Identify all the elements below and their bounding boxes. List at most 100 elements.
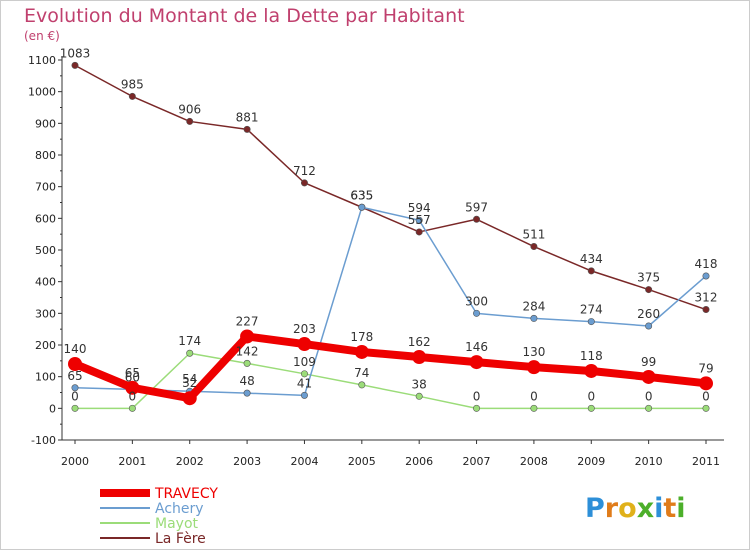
data-label-la-f-re: 597 bbox=[465, 200, 488, 214]
data-label-travecy: 146 bbox=[465, 340, 488, 354]
logo-letter: i bbox=[676, 493, 685, 524]
series-line-travecy bbox=[71, 332, 710, 403]
data-point-travecy bbox=[641, 369, 656, 384]
data-point-travecy bbox=[699, 376, 713, 391]
data-label-mayot: 0 bbox=[530, 389, 538, 403]
x-tick-label: 2008 bbox=[520, 455, 548, 468]
chart-unit: (en €) bbox=[24, 29, 60, 43]
data-label-achery: 65 bbox=[67, 369, 82, 383]
data-point-travecy bbox=[125, 380, 140, 395]
data-point-achery bbox=[473, 309, 481, 317]
data-point-la-f-re bbox=[243, 125, 251, 133]
data-label-la-f-re: 511 bbox=[522, 228, 545, 242]
x-tick-label: 2011 bbox=[692, 455, 720, 468]
data-label-travecy: 99 bbox=[641, 355, 656, 369]
data-label-achery: 260 bbox=[637, 307, 660, 321]
y-tick-label: 0 bbox=[49, 402, 56, 415]
data-label-la-f-re: 434 bbox=[580, 252, 603, 266]
y-tick-label: 1000 bbox=[28, 86, 56, 99]
logo-letter: x bbox=[637, 493, 654, 524]
data-label-travecy: 79 bbox=[698, 361, 713, 375]
data-point-la-f-re bbox=[645, 286, 653, 294]
series-line-achery bbox=[74, 206, 707, 397]
data-point-la-f-re bbox=[473, 215, 481, 223]
data-point-la-f-re bbox=[530, 243, 538, 251]
data-label-mayot: 0 bbox=[645, 389, 653, 403]
data-label-achery: 41 bbox=[297, 376, 312, 390]
data-label-achery: 48 bbox=[239, 374, 254, 388]
x-tick-label: 2001 bbox=[118, 455, 146, 468]
data-label-achery: 635 bbox=[350, 188, 373, 202]
data-point-travecy bbox=[68, 357, 82, 371]
data-point-mayot bbox=[243, 359, 251, 367]
x-tick-label: 2003 bbox=[233, 455, 261, 468]
data-label-la-f-re: 1083 bbox=[60, 46, 91, 60]
x-tick-label: 2010 bbox=[635, 455, 663, 468]
data-point-la-f-re bbox=[128, 92, 136, 100]
data-label-travecy: 130 bbox=[522, 345, 545, 359]
y-tick-label: 400 bbox=[35, 276, 56, 289]
x-tick-label: 2006 bbox=[405, 455, 433, 468]
x-tick-label: 2007 bbox=[463, 455, 491, 468]
chart-title: Evolution du Montant de la Dette par Hab… bbox=[24, 5, 465, 27]
data-point-la-f-re bbox=[71, 61, 79, 69]
axes: -100010020030040050060070080090010001100… bbox=[28, 54, 724, 468]
logo-letter: o bbox=[618, 493, 637, 524]
data-point-mayot bbox=[71, 404, 79, 412]
data-point-la-f-re bbox=[186, 117, 194, 125]
data-label-travecy: 65 bbox=[125, 366, 140, 380]
data-point-travecy bbox=[526, 360, 541, 375]
data-point-achery bbox=[587, 318, 595, 326]
y-tick-label: 500 bbox=[35, 244, 56, 257]
data-label-la-f-re: 985 bbox=[121, 77, 144, 91]
x-tick-label: 2002 bbox=[176, 455, 204, 468]
data-point-travecy bbox=[297, 337, 312, 352]
data-label-mayot: 174 bbox=[178, 334, 201, 348]
y-tick-label: -100 bbox=[31, 434, 56, 447]
y-tick-label: 900 bbox=[35, 117, 56, 130]
series-line-mayot bbox=[74, 352, 707, 410]
data-point-mayot bbox=[645, 404, 653, 412]
data-point-la-f-re bbox=[702, 306, 710, 314]
data-point-mayot bbox=[530, 404, 538, 412]
data-point-achery bbox=[300, 391, 308, 399]
data-point-travecy bbox=[469, 355, 484, 370]
data-point-achery bbox=[530, 314, 538, 322]
logo-text: Proxiti bbox=[585, 493, 686, 524]
logo-letter: r bbox=[605, 493, 619, 524]
x-tick-label: 2005 bbox=[348, 455, 376, 468]
x-tick-label: 2000 bbox=[61, 455, 89, 468]
data-point-achery bbox=[415, 216, 423, 224]
data-label-travecy: 140 bbox=[64, 342, 87, 356]
data-label-la-f-re: 375 bbox=[637, 271, 660, 285]
data-point-achery bbox=[71, 384, 79, 392]
data-point-mayot bbox=[300, 370, 308, 378]
data-label-achery: 418 bbox=[695, 257, 718, 271]
data-point-achery bbox=[645, 322, 653, 330]
proxiti-logo: Proxiti bbox=[585, 493, 686, 524]
logo-letter: i bbox=[654, 493, 663, 524]
data-point-la-f-re bbox=[587, 267, 595, 275]
data-label-mayot: 74 bbox=[354, 366, 369, 380]
data-point-travecy bbox=[354, 344, 369, 359]
data-label-mayot: 0 bbox=[71, 389, 79, 403]
data-point-mayot bbox=[473, 404, 481, 412]
data-label-la-f-re: 881 bbox=[236, 110, 259, 124]
data-label-achery: 284 bbox=[522, 299, 545, 313]
data-label-travecy: 178 bbox=[350, 330, 373, 344]
data-label-mayot: 109 bbox=[293, 355, 316, 369]
data-point-achery bbox=[243, 389, 251, 397]
data-point-mayot bbox=[587, 404, 595, 412]
data-label-achery: 60 bbox=[125, 370, 140, 384]
data-point-achery bbox=[702, 272, 710, 280]
data-point-mayot bbox=[702, 404, 710, 412]
legend-label: Achery bbox=[155, 501, 204, 517]
data-label-achery: 300 bbox=[465, 294, 488, 308]
data-label-mayot: 0 bbox=[129, 389, 137, 403]
data-label-travecy: 32 bbox=[182, 376, 197, 390]
logo-letter: P bbox=[585, 493, 605, 524]
